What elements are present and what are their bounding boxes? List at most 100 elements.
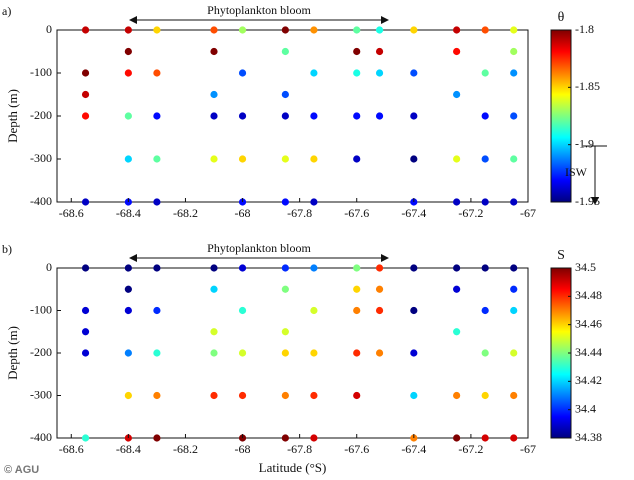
y-tick-label: -200 xyxy=(30,345,52,359)
data-point xyxy=(510,198,518,206)
data-point xyxy=(481,434,489,442)
x-tick-label: -67.8 xyxy=(287,206,312,220)
data-point xyxy=(353,285,361,293)
data-point xyxy=(81,198,90,206)
data-point xyxy=(453,90,461,99)
data-point xyxy=(510,69,518,77)
data-point xyxy=(238,112,247,120)
data-point xyxy=(410,155,418,163)
data-point xyxy=(210,90,218,99)
data-point xyxy=(310,112,318,120)
y-tick-label: -100 xyxy=(30,302,52,316)
data-point xyxy=(453,198,461,206)
data-point xyxy=(375,69,384,77)
data-point xyxy=(510,391,518,400)
x-tick-label: -68.2 xyxy=(173,206,198,220)
data-point xyxy=(353,155,361,163)
data-point xyxy=(353,69,361,77)
data-point xyxy=(153,69,161,77)
colorbar-tick-label: 34.44 xyxy=(575,345,602,359)
data-point xyxy=(124,47,132,56)
data-point xyxy=(410,69,418,77)
x-tick-label: -67.8 xyxy=(287,442,312,456)
y-tick-label: -400 xyxy=(30,430,52,444)
data-point xyxy=(210,391,218,400)
data-point xyxy=(353,391,361,400)
annotation: Phytoplankton bloom xyxy=(207,241,311,255)
data-point xyxy=(238,391,247,400)
data-point xyxy=(310,391,318,400)
data-point xyxy=(81,90,90,99)
data-point xyxy=(124,155,132,163)
data-point xyxy=(310,306,318,315)
data-point xyxy=(238,264,247,272)
data-point xyxy=(310,434,318,442)
x-tick-label: -67.4 xyxy=(401,206,426,220)
data-point xyxy=(353,47,361,56)
data-point xyxy=(153,26,161,34)
colorbar xyxy=(550,29,572,203)
x-tick-label: -67.2 xyxy=(458,442,483,456)
data-point xyxy=(510,155,518,163)
y-axis-label: Depth (m) xyxy=(5,89,20,143)
isw-label: ISW xyxy=(565,165,588,179)
data-point xyxy=(81,434,90,442)
data-point xyxy=(481,69,489,77)
data-point xyxy=(124,306,132,315)
data-point xyxy=(281,391,289,400)
data-point xyxy=(410,391,418,400)
data-point xyxy=(153,264,161,272)
data-point xyxy=(281,285,289,293)
x-tick-label: -67.6 xyxy=(344,206,369,220)
colorbar-tick-label: -1.95 xyxy=(575,194,600,208)
data-point xyxy=(210,155,218,163)
data-point xyxy=(310,26,318,34)
data-point xyxy=(453,391,461,400)
data-point xyxy=(210,26,218,34)
colorbar-tick-label: 34.46 xyxy=(575,316,602,330)
data-point xyxy=(510,26,518,34)
data-point xyxy=(281,112,289,120)
data-point xyxy=(81,264,90,272)
data-point xyxy=(353,306,361,315)
x-tick-label: -67.4 xyxy=(401,442,426,456)
data-point xyxy=(375,349,384,357)
colorbar-tick-label: -1.8 xyxy=(575,22,594,36)
x-tick-label: -67 xyxy=(520,206,536,220)
data-point xyxy=(153,391,161,400)
data-point xyxy=(453,155,461,163)
data-point xyxy=(210,47,218,56)
data-point xyxy=(81,69,90,77)
colorbar-tick-label: 34.4 xyxy=(575,401,596,415)
data-point xyxy=(481,306,489,315)
annotation: Phytoplankton bloom xyxy=(207,3,311,17)
credit: © AGU xyxy=(4,464,39,476)
data-point xyxy=(375,112,384,120)
data-point xyxy=(481,391,489,400)
data-point xyxy=(375,26,384,34)
data-point xyxy=(210,349,218,357)
data-point xyxy=(281,328,289,336)
data-point xyxy=(410,26,418,34)
data-point xyxy=(81,306,90,315)
data-point xyxy=(153,306,161,315)
y-tick-label: -400 xyxy=(30,194,52,208)
data-point xyxy=(510,47,518,56)
data-point xyxy=(124,264,132,272)
data-point xyxy=(153,198,161,206)
data-point xyxy=(281,47,289,56)
data-point xyxy=(310,69,318,77)
data-point xyxy=(453,328,461,336)
y-tick-label: -100 xyxy=(30,65,52,79)
data-point xyxy=(310,264,318,272)
data-point xyxy=(375,264,384,272)
data-point xyxy=(281,155,289,163)
data-point xyxy=(481,349,489,357)
data-point xyxy=(510,112,518,120)
data-point xyxy=(281,26,289,34)
data-point xyxy=(510,434,518,442)
data-point xyxy=(410,264,418,272)
x-tick-label: -68.4 xyxy=(116,206,141,220)
y-axis-label: Depth (m) xyxy=(5,326,20,380)
data-point xyxy=(481,26,489,34)
